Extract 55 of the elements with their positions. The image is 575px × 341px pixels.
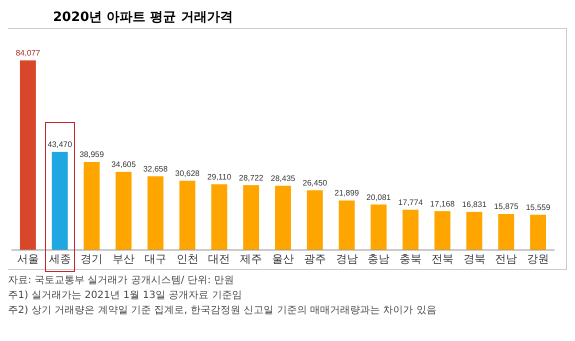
- bar: [338, 200, 355, 250]
- data-label: 17,168: [430, 199, 456, 208]
- x-tick-label: 경북: [463, 252, 486, 266]
- x-tick-label: 대전: [208, 252, 230, 266]
- x-tick-label: 서울: [16, 252, 39, 266]
- data-label: 34,605: [111, 160, 136, 170]
- bar: [275, 186, 291, 250]
- data-label: 28,722: [238, 173, 264, 182]
- x-tick-label: 충남: [368, 252, 390, 266]
- bar: [179, 180, 196, 250]
- data-label: 15,875: [494, 202, 519, 212]
- x-tick-label: 대구: [144, 252, 166, 266]
- bar: [370, 204, 387, 250]
- data-label: 16,831: [462, 200, 488, 210]
- data-label: 20,081: [366, 192, 392, 202]
- bar: [498, 214, 514, 250]
- bar: [243, 185, 260, 250]
- data-label: 29,110: [207, 172, 232, 182]
- x-tick-label: 광주: [304, 252, 326, 266]
- bar: [211, 184, 228, 250]
- x-tick-label: 인천: [176, 252, 198, 266]
- bar: [52, 152, 68, 250]
- bar: [84, 162, 100, 250]
- x-tick-label: 부산: [112, 252, 135, 266]
- bar: [530, 214, 546, 250]
- x-tick-label: 전북: [431, 252, 454, 266]
- x-tick-label: 경남: [336, 252, 358, 266]
- data-label: 15,559: [526, 202, 551, 212]
- x-tick-label: 제주: [240, 252, 262, 266]
- x-tick-label: 강원: [527, 252, 550, 266]
- text: 주2) 상기 거래량은 계약일 기준 집계로, 한국감정원 신고일 기준의 매매거래량과는 차이가 있음: [8, 304, 438, 318]
- data-label: 17,774: [398, 198, 424, 207]
- bar: [148, 176, 164, 250]
- bar: [434, 211, 450, 250]
- text: 자료: 국토교통부 실거래가 공개시스템/ 단위: 만원: [8, 274, 236, 288]
- x-tick-label: 충북: [400, 252, 422, 266]
- data-label: 28,435: [270, 174, 296, 183]
- bar: [466, 212, 482, 250]
- bar: [116, 172, 132, 250]
- data-label: 32,658: [143, 164, 168, 174]
- x-tick-label: 경기: [80, 252, 103, 266]
- x-tick-label: 울산: [272, 252, 294, 266]
- bar: [306, 190, 323, 250]
- data-label: 43,470: [48, 140, 73, 150]
- data-label: 38,959: [79, 150, 104, 160]
- chart-title: 2020년 아파트 평균 거래가격: [52, 9, 234, 27]
- x-tick-label: 전남: [495, 252, 518, 266]
- x-tick-label: 세종: [48, 252, 71, 266]
- bar: [402, 210, 418, 250]
- data-label: 26,450: [302, 178, 328, 188]
- data-label: 84,077: [16, 48, 41, 58]
- data-label: 21,899: [334, 188, 360, 198]
- data-label: 30,628: [175, 168, 200, 178]
- bar: [20, 60, 36, 250]
- text: 주1) 실거래가는 2021년 1월 13일 공개자료 기준임: [8, 289, 243, 303]
